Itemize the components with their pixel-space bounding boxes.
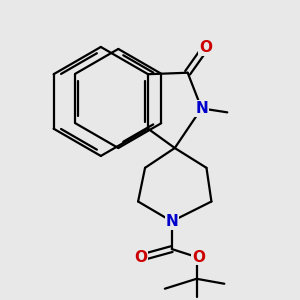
Text: N: N [195, 101, 208, 116]
Text: O: O [199, 40, 212, 56]
Text: O: O [135, 250, 148, 265]
Text: O: O [192, 250, 205, 265]
Text: N: N [165, 214, 178, 229]
